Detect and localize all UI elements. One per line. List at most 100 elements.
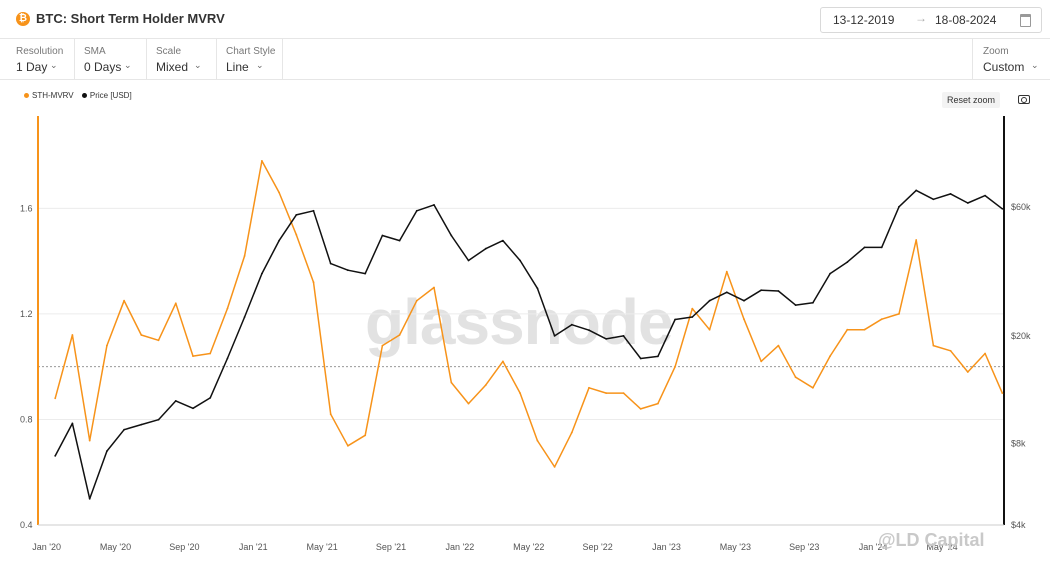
data-point-price	[863, 246, 866, 249]
legend-item-price[interactable]: Price [USD]	[81, 91, 132, 100]
data-point-price	[88, 497, 91, 500]
data-point-sth-mvrv	[932, 344, 935, 347]
data-point-sth-mvrv	[484, 384, 487, 386]
data-point-price	[467, 259, 470, 262]
zoom-select[interactable]: Zoom Custom ⌄	[972, 39, 1050, 79]
chart-style-label: Chart Style	[226, 46, 276, 57]
data-point-sth-mvrv	[553, 466, 556, 468]
data-point-price	[674, 318, 676, 321]
data-point-sth-mvrv	[657, 402, 659, 405]
data-point-sth-mvrv	[708, 328, 711, 331]
data-point-sth-mvrv	[295, 233, 298, 236]
data-point-sth-mvrv	[691, 307, 694, 310]
data-point-sth-mvrv	[743, 318, 745, 321]
data-point-sth-mvrv	[846, 328, 849, 331]
data-point-sth-mvrv	[949, 349, 952, 352]
y-left-tick-label: 0.8	[20, 414, 33, 424]
data-point-price	[106, 450, 108, 452]
data-point-sth-mvrv	[347, 444, 349, 447]
date-end[interactable]: 18-08-2024	[935, 13, 997, 27]
data-point-price	[261, 272, 263, 275]
data-point-price	[966, 202, 969, 204]
data-point-price	[984, 194, 986, 197]
chart-legend: STH-MVRV Price [USD]	[24, 91, 138, 100]
data-point-sth-mvrv	[192, 355, 194, 357]
scale-label: Scale	[156, 46, 182, 57]
data-point-sth-mvrv	[502, 360, 504, 363]
data-point-price	[639, 357, 642, 360]
x-tick-label: Jan '23	[652, 542, 681, 552]
data-point-price	[536, 287, 539, 290]
data-point-sth-mvrv	[174, 302, 177, 305]
x-tick-label: Sep '22	[583, 542, 613, 552]
camera-icon[interactable]	[1018, 95, 1030, 104]
data-point-sth-mvrv	[588, 386, 590, 389]
scale-select[interactable]: Scale Mixed ⌄	[146, 39, 217, 79]
data-point-price	[484, 247, 487, 250]
data-point-price	[329, 262, 332, 265]
data-point-sth-mvrv	[966, 371, 969, 373]
data-point-price	[605, 338, 608, 340]
zoom-label: Zoom	[983, 46, 1009, 57]
x-tick-label: Jan '24	[859, 542, 888, 552]
data-point-price	[450, 234, 453, 237]
x-tick-label: Jan '21	[239, 542, 268, 552]
x-tick-label: May '21	[307, 542, 338, 552]
chevron-down-icon: ⌄	[50, 60, 58, 70]
x-tick-label: Sep '21	[376, 542, 406, 552]
zoom-value[interactable]: Custom	[983, 60, 1025, 74]
data-point-price	[278, 239, 280, 242]
credit-watermark: @LD Capital	[878, 530, 985, 550]
resolution-select[interactable]: Resolution 1 Day ⌄	[6, 39, 75, 79]
data-point-sth-mvrv	[519, 392, 521, 394]
y-right-tick-label: $60k	[1011, 202, 1031, 212]
sma-value[interactable]: 0 Days	[84, 60, 122, 74]
data-point-price	[381, 234, 384, 237]
data-point-sth-mvrv	[467, 402, 470, 405]
data-point-price	[243, 316, 246, 318]
data-point-price	[777, 290, 780, 292]
data-point-price	[932, 198, 935, 201]
data-point-sth-mvrv	[381, 344, 384, 347]
legend-dot-icon	[81, 93, 87, 99]
x-tick-label: May '23	[720, 542, 751, 552]
data-point-sth-mvrv	[226, 307, 229, 310]
legend-item-sth-mvrv[interactable]: STH-MVRV	[24, 91, 74, 100]
y-right-tick-label: $20k	[1011, 331, 1031, 341]
data-point-price	[949, 193, 952, 195]
data-point-sth-mvrv	[433, 286, 435, 289]
chart-style-value[interactable]: Line	[226, 60, 249, 74]
scale-value[interactable]: Mixed	[156, 60, 189, 74]
sma-select[interactable]: SMA 0 Days ⌄	[74, 39, 147, 79]
calendar-icon[interactable]	[1020, 14, 1031, 27]
data-point-price	[898, 205, 900, 208]
data-point-price	[502, 239, 504, 242]
data-point-sth-mvrv	[88, 439, 91, 442]
data-point-sth-mvrv	[605, 392, 608, 394]
data-point-price	[123, 428, 125, 431]
date-start[interactable]: 13-12-2019	[833, 13, 895, 27]
data-point-sth-mvrv	[1001, 392, 1004, 394]
data-point-sth-mvrv	[812, 386, 814, 389]
data-point-sth-mvrv	[364, 434, 367, 437]
data-point-sth-mvrv	[898, 313, 900, 315]
data-point-price	[519, 259, 521, 262]
data-point-price	[312, 209, 315, 212]
data-point-price	[1001, 207, 1004, 210]
data-point-price	[570, 323, 573, 326]
data-point-price	[295, 214, 298, 216]
chart-style-select[interactable]: Chart Style Line ⌄	[216, 39, 283, 79]
date-range-picker[interactable]: 13-12-2019 → 18-08-2024	[820, 7, 1042, 33]
reset-zoom-button[interactable]: Reset zoom	[942, 92, 1000, 108]
chart-canvas: 0.4 0.8 1.2 1.6 $4k $8k $20k $60k Jan '20 May '20…	[20, 116, 1031, 552]
resolution-label: Resolution	[16, 46, 64, 57]
data-point-price	[915, 189, 918, 192]
data-point-price	[657, 355, 659, 358]
data-point-sth-mvrv	[639, 408, 642, 410]
data-point-price	[708, 299, 711, 302]
data-point-sth-mvrv	[209, 352, 212, 355]
x-tick-label: May '20	[100, 542, 131, 552]
resolution-value[interactable]: 1 Day	[16, 60, 48, 74]
data-point-sth-mvrv	[398, 334, 401, 336]
controls-bar: Resolution 1 Day ⌄ SMA 0 Days ⌄ Scale Mi…	[0, 39, 1050, 80]
